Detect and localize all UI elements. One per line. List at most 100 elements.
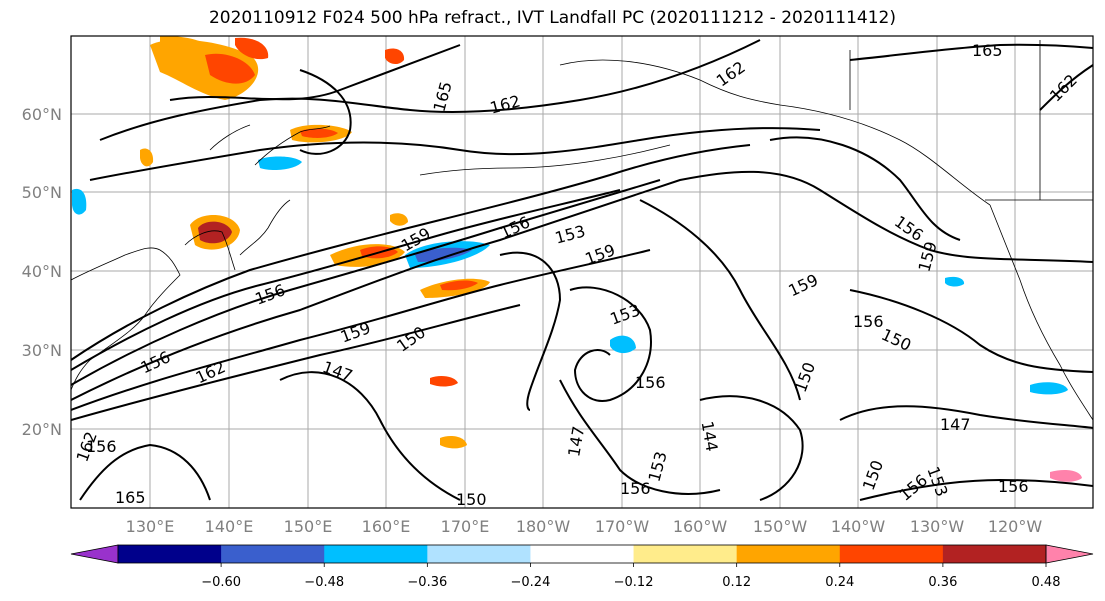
coastline-northamerica [989, 204, 1093, 421]
colorbar-outline [117, 544, 1047, 564]
contour-line [71, 144, 751, 361]
contour-label: 156 [620, 479, 651, 498]
contour-line [1039, 64, 1093, 111]
lon-tick-label: 160°W [673, 517, 728, 536]
shade-patch [430, 375, 458, 387]
contour-line [71, 304, 521, 421]
colorbar-tick-label: 0.24 [825, 575, 854, 590]
colorbar-segment [942, 545, 1047, 563]
contour-line [839, 405, 1093, 429]
shade-patch [140, 148, 154, 167]
height-contours [71, 39, 1093, 501]
coastline-kamchatka [209, 124, 331, 166]
shade-patch [1050, 470, 1082, 482]
contour-label: 156 [853, 312, 884, 331]
colorbar-segment [324, 545, 428, 563]
shaded-anomaly-patches [72, 36, 1082, 482]
contour-label: 150 [456, 490, 487, 509]
colorbar-segment [839, 545, 944, 563]
shade-patch [385, 48, 405, 65]
shade-patch [300, 128, 338, 138]
lon-tick-label: 180°W [516, 517, 571, 536]
coastlines [71, 40, 1093, 421]
shade-patch [160, 36, 205, 50]
contour-line [79, 443, 211, 501]
shade-patch [440, 436, 467, 449]
shade-patch [198, 221, 232, 244]
lat-tick-label: 50°N [22, 183, 62, 202]
contour-label: 156 [86, 437, 117, 456]
lat-tick-label: 60°N [22, 105, 62, 124]
latitude-tick-labels: 60°N 50°N 40°N 30°N 20°N [22, 105, 62, 439]
colorbar-segment [530, 545, 635, 563]
colorbar-tick-label: −0.48 [304, 575, 344, 590]
contour-label: 165 [972, 41, 1003, 60]
contour-line [559, 379, 721, 495]
colorbar-segment [736, 545, 841, 563]
shade-patch [150, 39, 259, 100]
colorbar-segment [633, 545, 738, 563]
contour-line [849, 289, 1093, 373]
contour-line [699, 395, 804, 501]
contour-line [71, 189, 621, 371]
coastline-korea-japan [184, 199, 291, 271]
map-title: 2020110912 F024 500 hPa refract., IVT La… [208, 8, 896, 28]
contour-line [299, 69, 352, 155]
colorbar-tick-label: −0.12 [614, 575, 654, 590]
lon-tick-label: 140°W [831, 517, 886, 536]
colorbar-tick-label: 0.36 [928, 575, 957, 590]
colorbar-segment [221, 545, 325, 563]
lat-tick-label: 30°N [22, 341, 62, 360]
shade-patch [72, 188, 87, 215]
colorbar-segment [427, 545, 531, 563]
aleutian-islands [419, 144, 671, 176]
shade-patch [1030, 382, 1068, 395]
lon-tick-label: 130°E [126, 517, 175, 536]
contour-line [71, 179, 661, 386]
contour-line [169, 44, 461, 101]
lon-tick-label: 140°E [205, 517, 254, 536]
shade-patch [258, 156, 302, 170]
lon-tick-label: 150°E [284, 517, 333, 536]
colorbar-tick-label: −0.24 [511, 575, 551, 590]
lat-tick-label: 20°N [22, 420, 62, 439]
contour-label: 156 [998, 477, 1029, 496]
shade-patch [205, 53, 255, 84]
colorbar-tick-label: −0.60 [201, 575, 241, 590]
lon-tick-label: 150°W [753, 517, 808, 536]
contour-line [99, 39, 761, 141]
contour-line [71, 170, 1093, 401]
shade-patch [415, 247, 472, 262]
contour-label: 165 [115, 488, 146, 507]
lon-tick-label: 170°E [441, 517, 490, 536]
shade-patch [440, 280, 478, 291]
contour-line [769, 136, 961, 241]
colorbar-tick-label: −0.36 [407, 575, 447, 590]
colorbar-segment [118, 545, 222, 563]
colorbar: −0.60 −0.48 −0.36 −0.24 −0.12 0.12 0.24 0.36 0.4… [70, 544, 1094, 590]
contour-line [89, 127, 821, 181]
contour-line [569, 286, 652, 402]
map-border [70, 35, 1094, 509]
colorbar-extend-low [70, 544, 119, 564]
colorbar-tick-label: 0.48 [1032, 575, 1061, 590]
lon-tick-label: 170°W [595, 517, 650, 536]
lat-tick-label: 40°N [22, 262, 62, 281]
shade-patch [235, 37, 269, 60]
contour-line [279, 371, 461, 501]
colorbar-tick-label: 0.12 [722, 575, 751, 590]
contour-line [71, 249, 651, 411]
coastline-alaska [559, 59, 991, 206]
lon-tick-label: 160°E [362, 517, 411, 536]
contour-line [639, 199, 801, 401]
contour-line [859, 478, 1093, 501]
shade-patch [390, 213, 408, 226]
shade-patch [945, 276, 965, 287]
lon-tick-label: 130°W [910, 517, 965, 536]
colorbar-extend-high [1045, 544, 1094, 564]
contour-label: 156 [635, 373, 666, 392]
longitude-tick-labels: 130°E 140°E 150°E 160°E 170°E 180°W 170°W 160°W… [126, 517, 1043, 536]
shade-patch [610, 335, 636, 354]
lon-tick-label: 120°W [988, 517, 1043, 536]
